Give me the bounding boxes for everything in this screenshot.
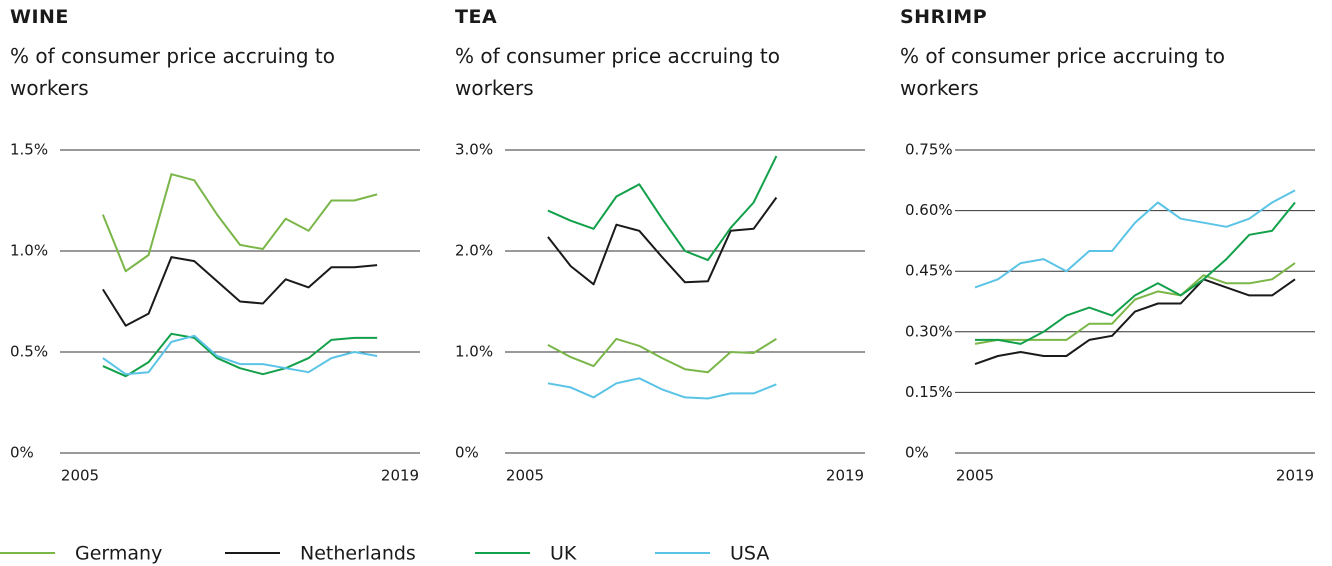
y-tick-label: 0.60% (905, 201, 953, 219)
chart-subtitle: % of consumer price accruing to workers (10, 44, 336, 100)
x-tick-label: 2005 (506, 467, 544, 485)
chart-subtitle: % of consumer price accruing to workers (455, 44, 781, 100)
x-tick-label: 2019 (826, 467, 864, 485)
x-tick-label: 2019 (1276, 467, 1314, 485)
series-line (102, 332, 378, 378)
legend-label: Netherlands (300, 543, 416, 565)
series-line (547, 196, 778, 286)
x-tick-label: 2005 (61, 467, 99, 485)
x-tick-label: 2019 (381, 467, 419, 485)
series-line (974, 189, 1296, 289)
y-tick-label: 0.45% (905, 262, 953, 280)
y-tick-label: 0.5% (10, 343, 48, 361)
y-tick-label: 0% (455, 444, 479, 462)
series-line (974, 278, 1296, 366)
x-tick-label: 2005 (956, 467, 994, 485)
y-tick-label: 1.0% (455, 343, 493, 361)
series-line (547, 337, 777, 374)
legend-label: USA (730, 543, 769, 565)
y-tick-label: 1.0% (10, 242, 48, 260)
y-tick-label: 0.30% (905, 322, 953, 340)
chart-title: WINE (10, 6, 69, 28)
y-tick-label: 1.5% (10, 141, 48, 159)
chart-title: TEA (455, 6, 498, 28)
y-tick-label: 0.15% (905, 383, 953, 401)
chart-subtitle: % of consumer price accruing to workers (900, 44, 1226, 100)
y-tick-label: 3.0% (455, 141, 493, 159)
y-tick-label: 0% (10, 444, 34, 462)
series-line (975, 201, 1296, 345)
series-line (101, 173, 378, 273)
y-tick-label: 0% (905, 444, 929, 462)
series-line (102, 334, 378, 376)
legend-label: Germany (75, 543, 162, 565)
chart-title: SHRIMP (900, 6, 988, 28)
series-line (547, 377, 777, 400)
series-line (102, 256, 378, 327)
series-line (547, 155, 778, 262)
y-tick-label: 0.75% (905, 141, 953, 159)
legend-label: UK (550, 543, 577, 565)
y-tick-label: 2.0% (455, 242, 493, 260)
